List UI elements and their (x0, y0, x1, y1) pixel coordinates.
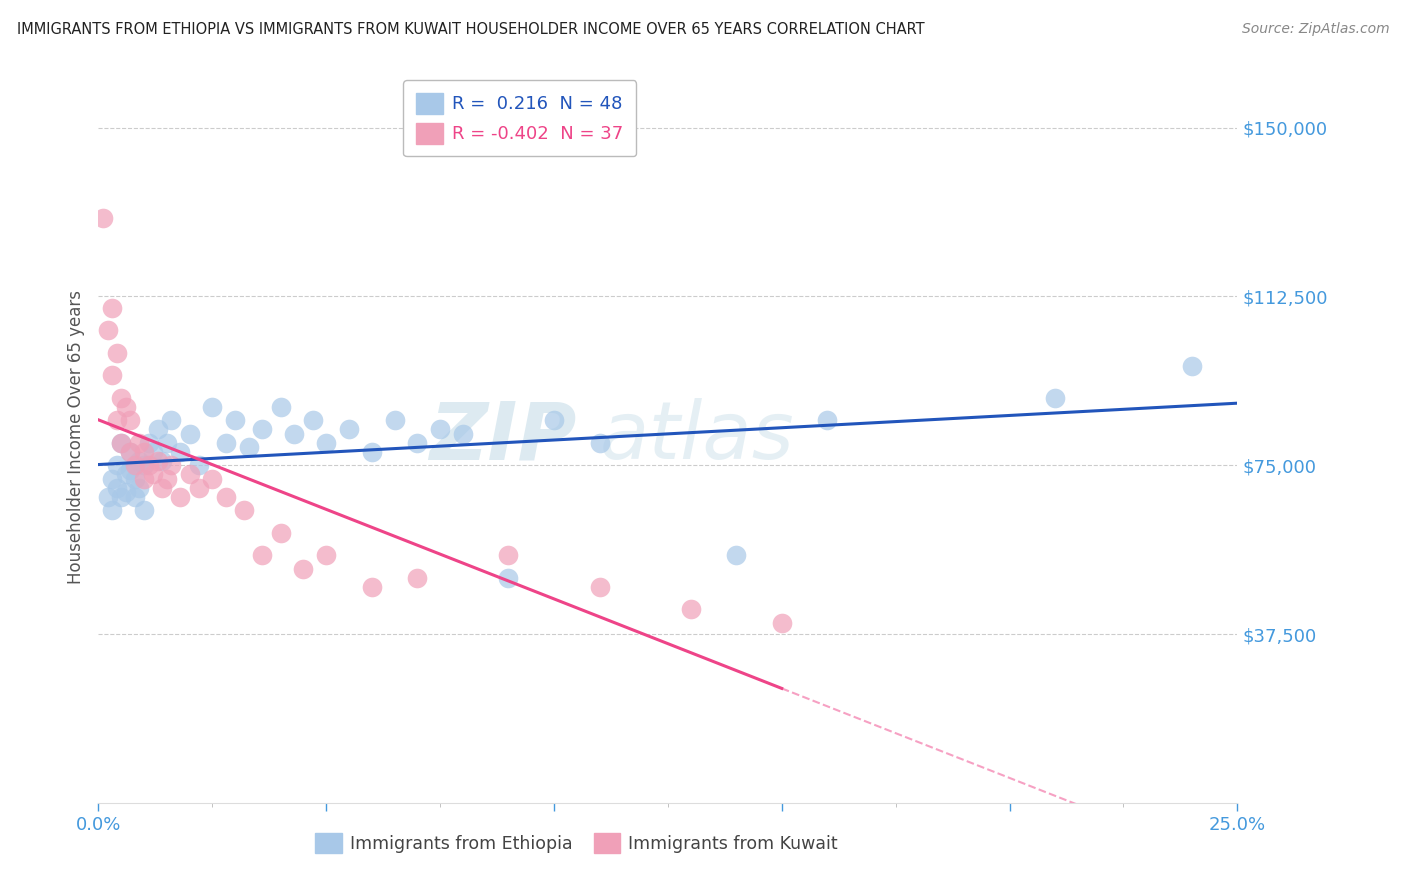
Point (150, 453, 173, 467)
Point (588, 435, 610, 450)
Point (406, 435, 429, 450)
Point (588, 580, 610, 594)
Point (770, 615, 793, 630)
Point (283, 426, 305, 441)
Point (150, 481, 173, 495)
Text: IMMIGRANTS FROM ETHIOPIA VS IMMIGRANTS FROM KUWAIT HOUSEHOLDER INCOME OVER 65 YE: IMMIGRANTS FROM ETHIOPIA VS IMMIGRANTS F… (17, 22, 925, 37)
Point (252, 422, 274, 436)
Point (138, 458, 160, 473)
Point (360, 580, 382, 594)
Point (124, 472, 146, 486)
Point (301, 413, 323, 427)
Point (132, 472, 155, 486)
Point (315, 435, 337, 450)
Point (187, 481, 209, 495)
Point (101, 368, 124, 383)
Point (201, 472, 224, 486)
Point (105, 458, 128, 473)
Point (132, 458, 155, 473)
Legend: Immigrants from Ethiopia, Immigrants from Kuwait: Immigrants from Ethiopia, Immigrants fro… (308, 826, 845, 860)
Point (120, 444, 142, 458)
Point (252, 548, 274, 562)
Point (105, 345, 128, 359)
Point (169, 444, 191, 458)
Point (110, 490, 132, 504)
Point (105, 413, 128, 427)
Point (270, 525, 292, 540)
Point (233, 503, 256, 517)
Point (160, 458, 183, 473)
Point (124, 458, 146, 473)
Point (120, 413, 142, 427)
Point (120, 444, 142, 458)
Point (384, 413, 406, 427)
Point (142, 467, 165, 482)
Point (120, 463, 142, 477)
Point (128, 481, 150, 495)
Point (114, 400, 136, 414)
Point (128, 435, 150, 450)
Point (543, 413, 565, 427)
Point (132, 503, 155, 517)
Point (128, 453, 150, 467)
Point (270, 400, 292, 414)
Text: Source: ZipAtlas.com: Source: ZipAtlas.com (1241, 22, 1389, 37)
Point (1181, 359, 1204, 374)
Point (110, 391, 132, 405)
Point (146, 422, 169, 436)
Point (215, 435, 238, 450)
Point (101, 472, 124, 486)
Point (224, 413, 246, 427)
Point (201, 400, 224, 414)
Point (360, 444, 382, 458)
Text: ZIP: ZIP (429, 398, 576, 476)
Point (96, 490, 118, 504)
Point (132, 444, 155, 458)
Point (101, 503, 124, 517)
Point (110, 435, 132, 450)
Point (498, 548, 520, 562)
Point (91, 211, 114, 225)
Point (114, 467, 136, 482)
Point (292, 562, 315, 576)
Point (337, 422, 360, 436)
Point (451, 426, 474, 441)
Point (429, 422, 451, 436)
Text: atlas: atlas (599, 398, 794, 476)
Point (238, 440, 260, 454)
Point (114, 485, 136, 500)
Point (156, 435, 179, 450)
Point (110, 435, 132, 450)
Point (815, 413, 838, 427)
Point (498, 571, 520, 585)
Point (725, 548, 748, 562)
Point (179, 426, 201, 441)
Point (406, 571, 429, 585)
Y-axis label: Householder Income Over 65 years: Householder Income Over 65 years (66, 290, 84, 584)
Point (679, 602, 702, 616)
Point (169, 490, 191, 504)
Point (105, 481, 128, 495)
Point (124, 490, 146, 504)
Point (187, 458, 209, 473)
Point (101, 301, 124, 315)
Point (1043, 391, 1066, 405)
Point (315, 548, 337, 562)
Point (215, 490, 238, 504)
Point (146, 453, 169, 467)
Point (156, 472, 179, 486)
Point (142, 444, 165, 458)
Point (138, 435, 160, 450)
Point (179, 467, 201, 482)
Point (160, 413, 183, 427)
Point (96, 323, 118, 337)
